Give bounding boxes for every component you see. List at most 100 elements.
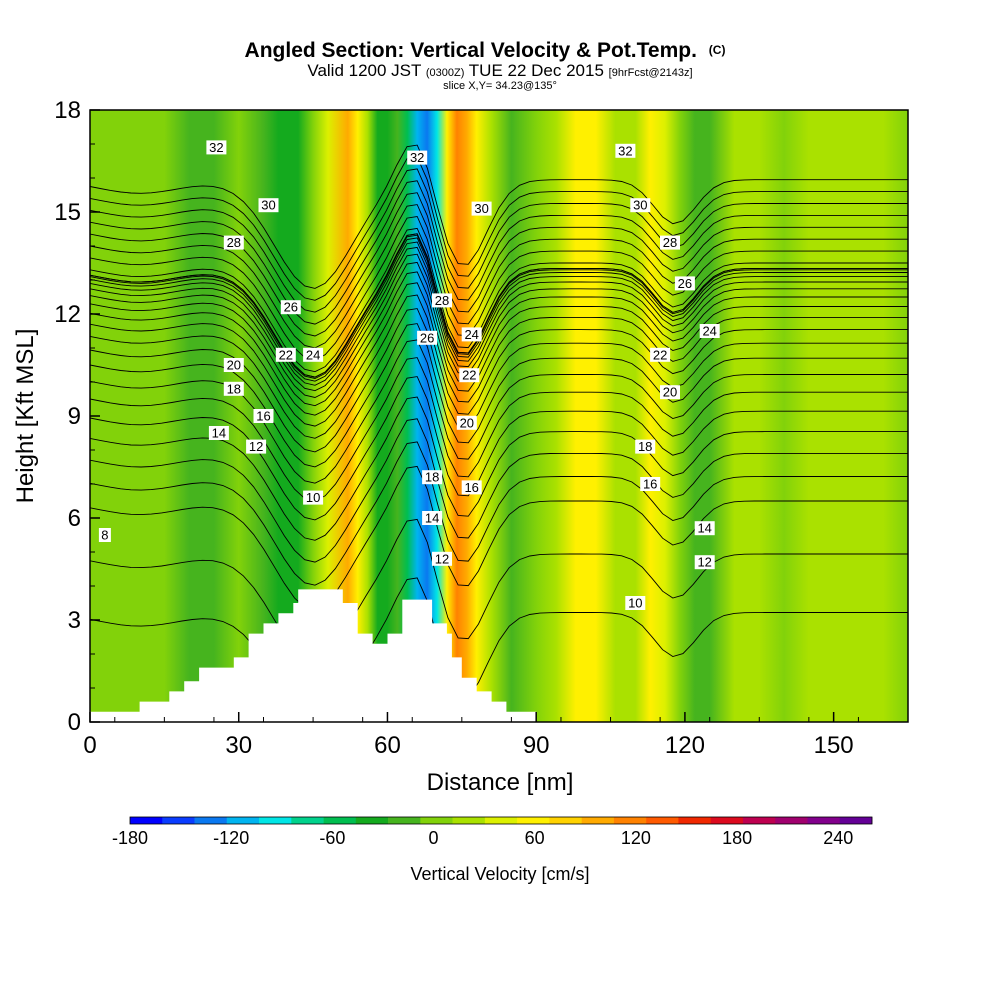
colorbar-swatch (710, 817, 744, 824)
colorbar-swatch (581, 817, 615, 824)
colorbar-frame (129, 816, 873, 825)
isentrope-label-box (674, 276, 695, 291)
isentrope-label: 8 (98, 528, 111, 543)
isentrope-label-box (660, 385, 680, 400)
y-axis-label: Height [Kft MSL] (12, 329, 39, 504)
isentrope-label: 28 (223, 235, 244, 250)
y-tick-label: 15 (54, 199, 81, 226)
isentrope-label-text: 22 (462, 368, 476, 383)
x-tick-label: 30 (225, 732, 252, 759)
colorbar: -180 -120 -60 0 60 120 180 240 (112, 816, 873, 848)
isentrope-label: 30 (471, 201, 492, 216)
isentrope-label: 12 (432, 551, 452, 566)
valid-time-utc: (0300Z) (426, 67, 465, 79)
colorbar-tick-label: 240 (823, 828, 853, 848)
isentrope-line (90, 168, 908, 313)
isentrope-label: 22 (459, 368, 480, 383)
colorbar-swatch (484, 817, 518, 824)
isentrope-label: 32 (206, 140, 227, 155)
isentrope-label-box (223, 358, 244, 372)
isentrope-line (90, 518, 908, 664)
isentrope-label-text: 32 (209, 140, 223, 155)
colorbar-swatch (388, 817, 421, 824)
isentrope-label: 26 (674, 276, 695, 291)
isentrope-label: 20 (223, 358, 244, 373)
isentrope-label: 26 (417, 330, 438, 345)
isentrope-label-box (635, 439, 656, 454)
y-tick-label: 18 (54, 97, 81, 124)
isentrope-label-box (459, 368, 480, 383)
colorbar-swatch (742, 817, 776, 824)
colorbar-tick-label: 180 (722, 828, 752, 848)
colorbar-swatch (678, 817, 711, 824)
isentrope-label-text: 14 (425, 511, 439, 526)
colorbar-swatch (194, 817, 228, 824)
velocity-fill-layer (90, 110, 908, 722)
isentrope-label: 32 (615, 143, 636, 158)
isentrope-line (90, 441, 908, 586)
terrain-mask (90, 589, 908, 722)
isentrope-label-text: 18 (638, 439, 652, 454)
svg-text:Angled Section: Vertical Veloc: Angled Section: Vertical Velocity & Pot.… (245, 39, 726, 62)
y-tick-label: 6 (68, 505, 81, 532)
x-tick-label: 60 (374, 732, 401, 759)
isentrope-line (90, 241, 908, 386)
chart-title: Angled Section: Vertical Velocity & Pot.… (245, 39, 697, 62)
isentrope-label: 12 (694, 555, 715, 570)
isentrope-label-text: 32 (410, 150, 424, 165)
colorbar-swatch (130, 817, 163, 824)
colorbar-swatch (162, 817, 195, 824)
isentrope-label-box (422, 470, 443, 485)
x-axis-label: Distance [nm] (427, 769, 574, 796)
isentrope-label-box (432, 293, 452, 308)
isentrope-label: 14 (208, 426, 229, 441)
isentrope-line (90, 233, 908, 378)
colorbar-swatch (420, 817, 453, 824)
isentrope-label-text: 24 (702, 324, 716, 339)
isentrope-label-text: 26 (420, 330, 434, 345)
y-axis-ticks: 0 3 6 9 12 15 18 (54, 97, 100, 736)
isentrope-label: 20 (456, 415, 477, 430)
isentrope-line (90, 216, 908, 361)
isentrope-label: 24 (303, 347, 324, 362)
isentrope-label-text: 20 (227, 358, 241, 373)
isentrope-label-box (208, 426, 229, 440)
isentrope-label-text: 16 (464, 480, 478, 495)
isentrope-label-box (253, 409, 274, 423)
isentrope-label-text: 8 (101, 528, 108, 543)
isentrope-label: 12 (246, 439, 267, 454)
forecast-info: [9hrFcst@2143z] (609, 67, 693, 79)
x-tick-label: 0 (83, 732, 96, 759)
isentrope-label: 26 (280, 300, 301, 315)
isentrope-label-layer: 32 30 28 26 24 22 20 18 16 14 12 10 8 32 30 28 26 24 22 20 1… (98, 140, 720, 611)
isentrope-label: 22 (275, 347, 296, 362)
chart-title-suffix: (C) (709, 43, 726, 57)
x-axis-ticks: 0 30 60 90 120 150 (83, 712, 859, 759)
colorbar-swatch (613, 817, 647, 824)
isentrope-label: 24 (699, 324, 720, 339)
isentrope-line (90, 308, 908, 453)
colorbar-swatch (355, 817, 389, 824)
colorbar-swatch (775, 817, 808, 824)
isentrope-line (90, 465, 908, 611)
velocity-shading (90, 110, 908, 722)
isentrope-label-text: 20 (460, 415, 474, 430)
isentrope-line (90, 227, 908, 373)
colorbar-swatch (323, 817, 357, 824)
isentrope-line (90, 418, 908, 563)
isentrope-label-text: 24 (464, 327, 478, 342)
isentrope-label-box (456, 415, 477, 430)
colorbar-tick-label: -60 (319, 828, 345, 848)
isentrope-label-box (461, 480, 482, 495)
isentrope-line (90, 261, 908, 407)
isentrope-label: 16 (640, 477, 661, 492)
y-tick-label: 3 (68, 607, 81, 634)
isentrope-line (90, 282, 908, 427)
svg-text:Valid 1200 JST (0300Z): Valid 1200 JST (0300Z) TUE 22 Dec 2015 [… (307, 61, 692, 80)
isentrope-layer (90, 144, 908, 722)
isentrope-label-text: 30 (633, 198, 647, 213)
isentrope-label-box (275, 347, 296, 362)
isentrope-label-box (694, 555, 715, 570)
isentrope-label-box (660, 235, 680, 250)
